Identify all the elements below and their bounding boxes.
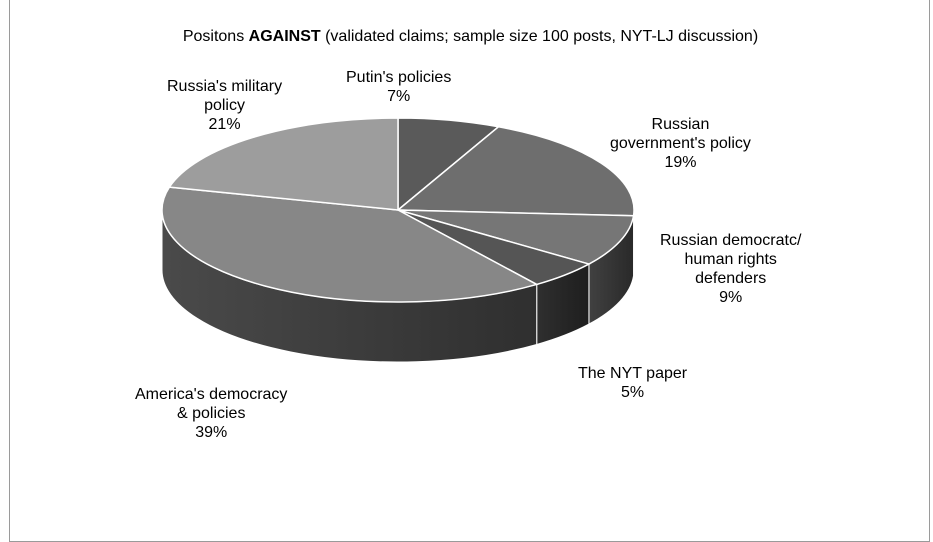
- chart-title: Positons AGAINST (validated claims; samp…: [10, 28, 931, 46]
- slice-label-percent: 9%: [719, 289, 743, 306]
- slice-label-name-line: Russian: [651, 116, 710, 133]
- slice-label-1: Russian government's policy 19%: [610, 115, 751, 172]
- slice-label-name-line: Russia's military: [167, 78, 283, 95]
- slice-label-3: The NYT paper 5%: [578, 364, 687, 402]
- chart-title-prefix: Positons: [182, 28, 249, 45]
- slice-label-percent: 7%: [387, 88, 411, 105]
- slice-label-percent: 5%: [620, 384, 645, 401]
- pie-slice-4: [161, 186, 539, 303]
- pie-slice-5: [168, 117, 399, 211]
- chart-title-suffix: (validated claims; sample size 100 posts…: [320, 28, 759, 45]
- slice-label-percent: 21%: [208, 116, 241, 133]
- slice-label-name-line: The NYT paper: [578, 365, 688, 382]
- slice-label-4: America's democracy & policies 39%: [135, 385, 287, 442]
- pie-slice-2: [397, 209, 635, 265]
- slice-label-name-line: Russian democratc/: [660, 232, 802, 249]
- slice-label-name-line: government's policy: [610, 135, 751, 152]
- pie-slice-0: [397, 117, 501, 212]
- slice-label-5: Russia's military policy 21%: [167, 77, 282, 134]
- slice-label-2: Russian democratc/human rights defenders 9…: [660, 231, 801, 307]
- slice-label-name-line: human rights: [684, 251, 777, 268]
- slice-label-name-line: America's democracy: [135, 386, 288, 403]
- chart-title-bold: AGAINST: [248, 28, 321, 45]
- slice-label-name-line: policy: [204, 97, 245, 114]
- slice-label-percent: 39%: [195, 424, 228, 441]
- slice-label-percent: 19%: [664, 154, 697, 171]
- slice-label-name-line: Putin's policies: [346, 69, 452, 86]
- pie-slice-1: [395, 125, 635, 217]
- slice-label-name-line: & policies: [176, 405, 246, 422]
- slice-label-name-line: defenders: [695, 270, 767, 287]
- slice-label-0: Putin's policies 7%: [346, 68, 451, 106]
- pie-slices: [161, 117, 635, 303]
